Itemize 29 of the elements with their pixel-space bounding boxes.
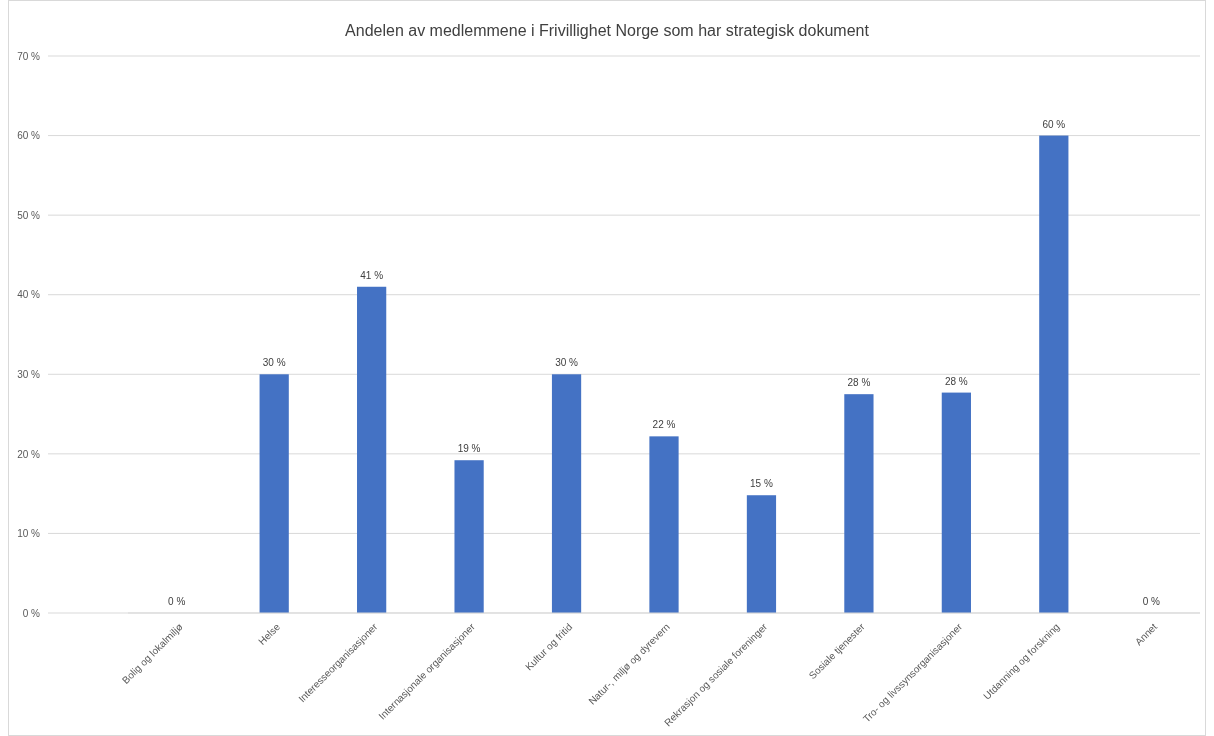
bar [259, 374, 289, 613]
bar [1039, 135, 1069, 613]
data-label: 15 % [750, 478, 773, 490]
y-tick-label: 30 % [17, 368, 41, 380]
bar [649, 436, 679, 613]
data-label: 60 % [1042, 118, 1066, 130]
chart-title: Andelen av medlemmene i Frivillighet Norge som har strategisk dokument [345, 22, 870, 39]
bar [454, 460, 484, 613]
bar [551, 374, 582, 613]
y-tick-label: 20 % [17, 448, 41, 460]
data-label: 30 % [262, 357, 286, 369]
y-tick-label: 10 % [17, 528, 41, 540]
data-label: 28 % [847, 377, 871, 389]
y-tick-label: 60 % [17, 130, 41, 142]
data-label: 30 % [555, 357, 579, 369]
y-tick-label: 50 % [17, 209, 41, 221]
data-label: 0 % [1142, 596, 1160, 607]
bar [941, 392, 971, 613]
data-label: 0 % [168, 596, 186, 607]
data-label: 22 % [652, 419, 676, 431]
data-label: 19 % [457, 443, 481, 455]
data-label: 41 % [360, 269, 384, 281]
bar [357, 286, 387, 613]
y-tick-label: 40 % [17, 289, 41, 301]
y-tick-label: 70 % [17, 50, 41, 62]
y-tick-label: 0 % [22, 607, 41, 619]
data-label: 28 % [944, 375, 968, 387]
bar [746, 495, 777, 613]
bar [844, 394, 874, 613]
